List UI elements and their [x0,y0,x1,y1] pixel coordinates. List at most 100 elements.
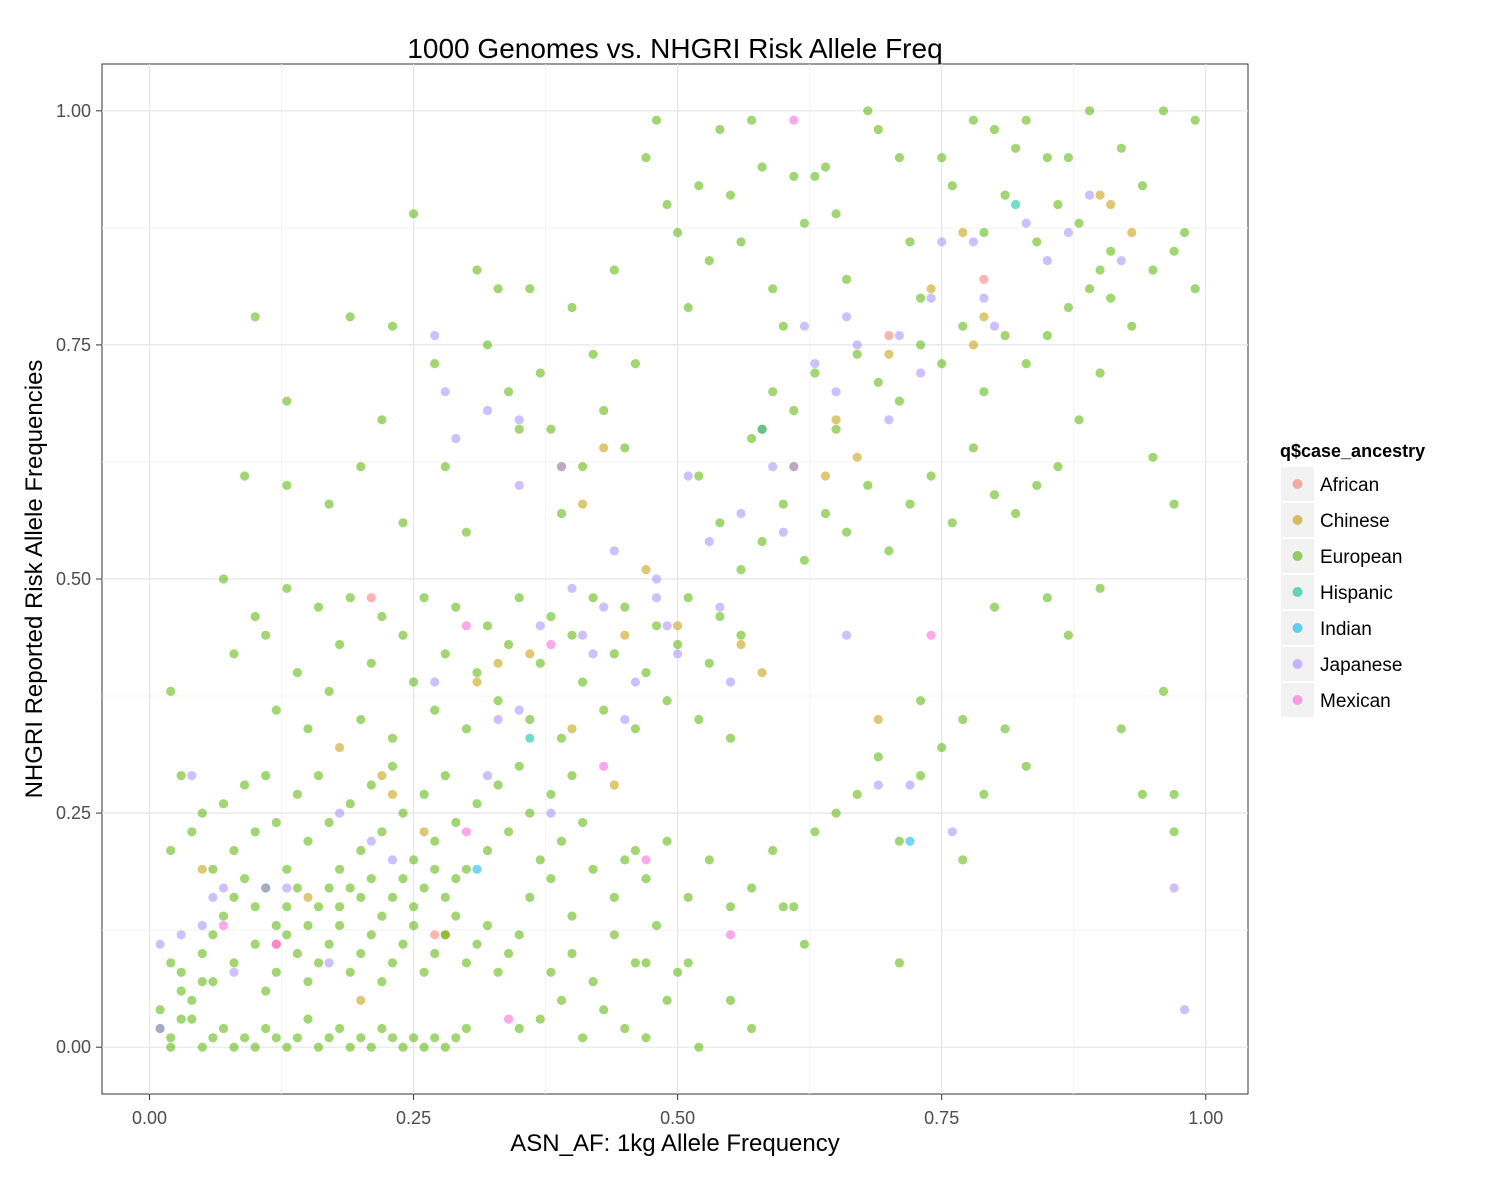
data-point [535,855,545,865]
x-axis-ticks: 0.00 0.25 0.50 0.75 1.00 [132,1094,1223,1128]
data-point [842,274,852,284]
data-point [335,1023,345,1034]
y-axis-ticks: 0.00 0.25 0.50 0.75 1.00 [56,101,102,1057]
data-point [1169,883,1179,893]
legend-label: African [1320,475,1379,496]
data-point [282,396,292,406]
data-point [261,883,271,893]
data-point [799,555,810,565]
x-tick-label: 0.50 [660,1108,695,1128]
data-point [387,1033,398,1043]
data-point [166,845,176,856]
data-point [599,405,609,416]
data-point [588,349,598,359]
data-point [461,527,471,537]
data-point [546,639,556,650]
data-point [916,340,926,350]
data-point [736,565,746,575]
data-point [641,855,651,865]
data-point [926,630,936,640]
data-point [958,855,968,865]
data-point [609,546,619,556]
data-point [493,284,503,294]
data-point [609,265,619,275]
data-point [567,724,577,734]
data-point [842,630,852,640]
data-point [419,827,429,837]
data-point [356,1033,366,1043]
data-point [968,443,979,453]
data-point [525,733,535,743]
data-point [1021,359,1031,369]
data-point [472,677,482,687]
data-point [916,771,926,781]
data-point [1021,761,1031,771]
data-point [641,874,651,884]
data-points [155,106,1200,1052]
data-point [863,480,873,490]
data-point [472,265,482,275]
data-point [704,256,714,266]
data-point [588,977,598,987]
data-point [736,508,746,519]
data-point [155,939,165,949]
data-point [430,705,440,715]
data-point [535,658,545,668]
data-point [599,761,609,771]
data-point [240,780,250,790]
data-point [472,939,482,949]
data-point [1169,827,1179,837]
data-point [630,845,641,856]
data-point [894,396,905,406]
data-point [366,1042,376,1052]
data-point [461,621,471,631]
data-point [1095,265,1105,275]
data-point [673,967,683,977]
data-point [873,124,883,135]
data-point [662,621,672,631]
data-point [609,649,619,659]
data-point [430,930,440,940]
data-point [229,845,239,856]
data-point [166,1042,176,1052]
data-point [820,162,831,172]
data-point [514,930,524,940]
data-point [799,218,810,228]
data-point [768,387,778,397]
data-point [1116,143,1126,153]
data-point [546,424,556,434]
data-point [250,611,260,622]
data-point [630,724,641,734]
data-point [208,892,218,903]
data-point [377,611,387,622]
data-point [789,115,799,125]
data-point [398,630,408,640]
data-point [493,780,503,790]
data-point [1190,284,1200,294]
data-point [683,302,693,313]
data-point [335,742,345,753]
data-point [282,930,292,940]
data-point [250,1042,260,1052]
data-point [313,1042,324,1052]
data-point [451,602,461,612]
data-point [187,995,197,1006]
data-point [546,808,556,818]
data-point [1137,789,1147,800]
data-point [1032,480,1042,490]
data-point [240,874,250,884]
data-point [715,518,725,528]
data-point [567,771,577,781]
data-point [1000,190,1010,200]
data-point [292,948,302,959]
data-point [282,480,292,490]
data-point [599,1005,609,1015]
data-point [440,649,450,659]
data-point [736,237,746,247]
data-point [958,227,968,238]
data-point [324,939,334,949]
data-point [1074,218,1084,228]
data-point [525,284,535,294]
data-point [641,668,651,678]
data-point [683,958,693,968]
